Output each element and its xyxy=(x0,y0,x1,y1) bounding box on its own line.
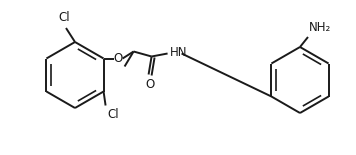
Text: O: O xyxy=(145,78,154,91)
Text: HN: HN xyxy=(169,46,187,59)
Text: Cl: Cl xyxy=(58,11,70,24)
Text: O: O xyxy=(113,52,122,65)
Text: NH₂: NH₂ xyxy=(309,21,331,34)
Text: Cl: Cl xyxy=(108,108,119,120)
